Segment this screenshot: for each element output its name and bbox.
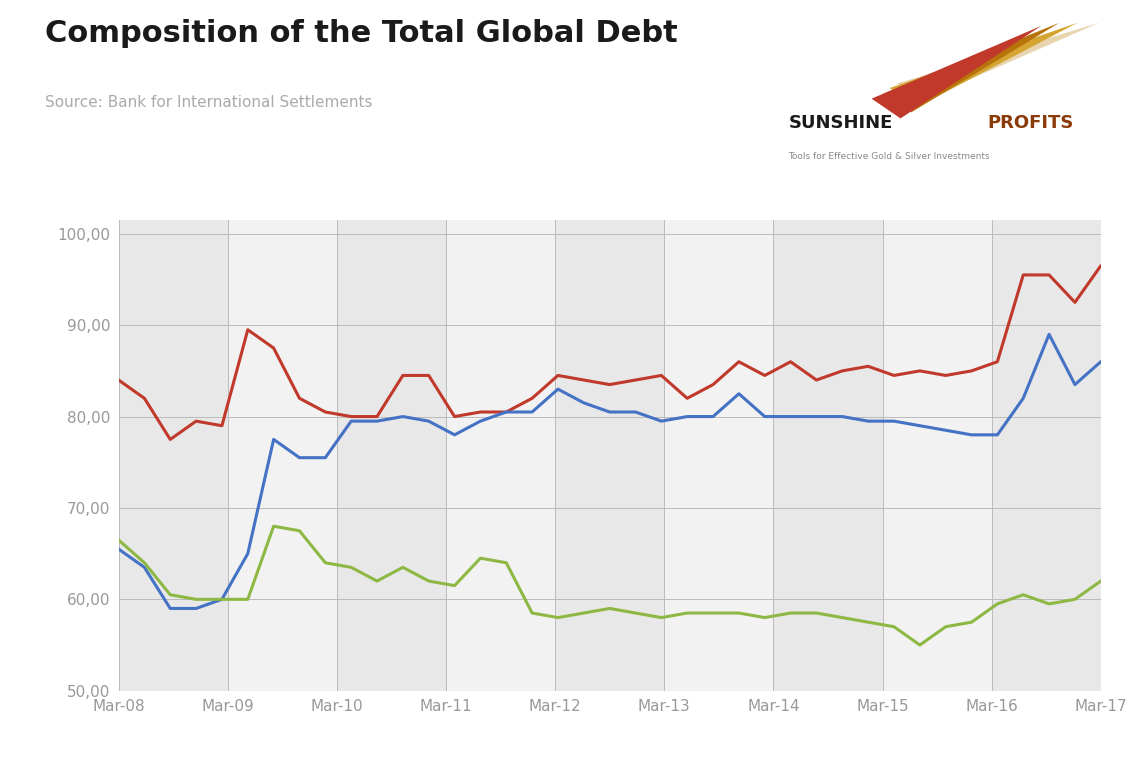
Text: SUNSHINE: SUNSHINE [788, 114, 893, 132]
Bar [228, 220, 336, 691]
Bar [883, 220, 991, 691]
Bar [446, 220, 555, 691]
Polygon shape [896, 23, 1100, 99]
Bar [555, 220, 664, 691]
Text: Source: Bank for International Settlements: Source: Bank for International Settlemen… [45, 95, 373, 110]
Bar [664, 220, 773, 691]
Bar [773, 220, 883, 691]
Bar [336, 220, 446, 691]
Polygon shape [883, 23, 1059, 112]
Text: Tools for Effective Gold & Silver Investments: Tools for Effective Gold & Silver Invest… [788, 152, 990, 161]
Bar [991, 220, 1101, 691]
Text: PROFITS: PROFITS [987, 114, 1074, 132]
Bar [119, 220, 228, 691]
Polygon shape [872, 26, 1041, 118]
Text: Composition of the Total Global Debt: Composition of the Total Global Debt [45, 19, 677, 48]
Polygon shape [890, 23, 1077, 106]
